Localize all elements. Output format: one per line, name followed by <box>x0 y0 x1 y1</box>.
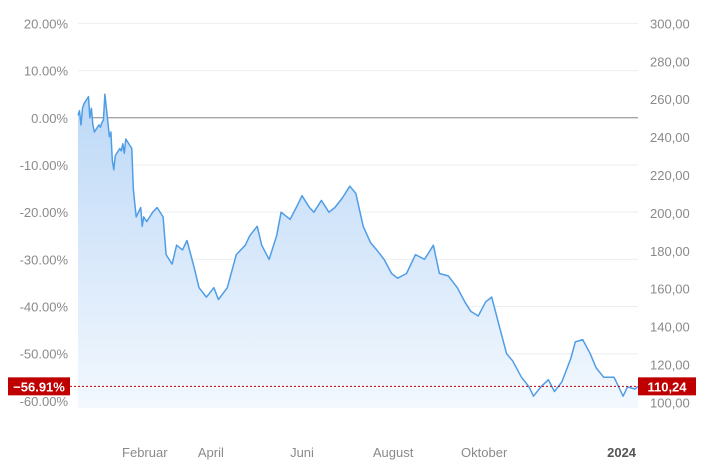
x-axis-months: Februar April Juni August Oktober 2024 <box>122 445 637 460</box>
current-percent-label: −56.91% <box>13 379 65 394</box>
right-tick-label: 240,00 <box>650 130 690 145</box>
x-tick-label: August <box>373 445 414 460</box>
x-tick-label: Juni <box>290 445 314 460</box>
current-percent-badge <box>8 377 70 396</box>
right-tick-label: 180,00 <box>650 244 690 259</box>
price-line <box>77 93 639 397</box>
left-tick-label: -60.00% <box>20 394 69 409</box>
right-tick-label: 280,00 <box>650 54 690 69</box>
left-tick-label: -10.00% <box>20 158 69 173</box>
left-tick-label: -30.00% <box>20 252 69 267</box>
left-tick-label: 0.00% <box>31 111 68 126</box>
left-tick-label: -40.00% <box>20 300 69 315</box>
right-tick-label: 300,00 <box>650 16 690 31</box>
x-tick-label: April <box>198 445 224 460</box>
price-area <box>77 93 639 408</box>
right-tick-label: 100,00 <box>650 395 690 410</box>
x-tick-label: Februar <box>122 445 168 460</box>
left-axis-percent: 20.00% 10.00% 0.00% -10.00% -20.00% -30.00% -4… <box>20 16 69 408</box>
right-tick-label: 120,00 <box>650 357 690 372</box>
price-area-fill <box>78 94 638 408</box>
current-price-badge <box>638 377 696 396</box>
left-tick-label: 20.00% <box>24 16 69 31</box>
right-axis-price: 300,00 280,00 260,00 240,00 220,00 200,00 180,… <box>650 16 690 410</box>
left-tick-label: -20.00% <box>20 205 69 220</box>
right-tick-label: 140,00 <box>650 320 690 335</box>
left-tick-label: 10.00% <box>24 64 69 79</box>
right-tick-label: 200,00 <box>650 206 690 221</box>
current-value-marker: −56.91% 110,24 <box>8 377 696 396</box>
x-tick-label: 2024 <box>607 445 637 460</box>
right-tick-label: 260,00 <box>650 92 690 107</box>
right-tick-label: 220,00 <box>650 168 690 183</box>
x-tick-label: Oktober <box>461 445 508 460</box>
left-tick-label: -50.00% <box>20 347 69 362</box>
right-tick-label: 160,00 <box>650 282 690 297</box>
current-price-label: 110,24 <box>647 379 687 394</box>
